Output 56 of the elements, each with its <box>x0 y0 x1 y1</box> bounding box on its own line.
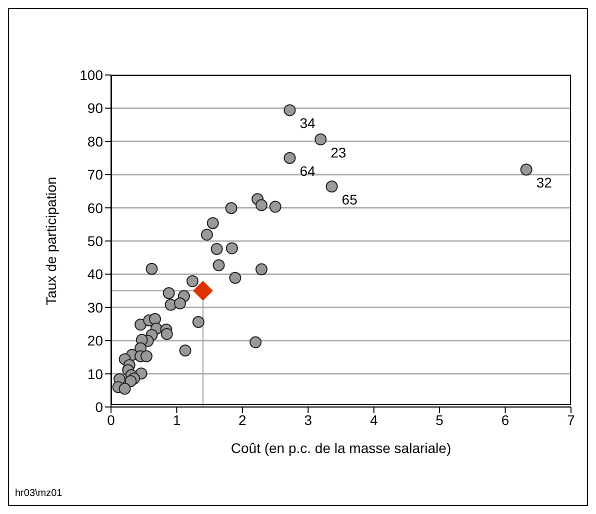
x-tick-label: 7 <box>567 412 576 428</box>
y-tick-label: 20 <box>87 332 104 349</box>
y-tick-label: 100 <box>80 66 104 83</box>
x-axis-title: Coût (en p.c. de la masse salariale) <box>230 440 452 456</box>
point <box>520 164 532 176</box>
annotation: 32 <box>536 174 552 191</box>
x-tick-label: 4 <box>370 412 378 428</box>
point <box>193 280 213 301</box>
point <box>284 104 296 116</box>
y-tick-label: 80 <box>87 133 104 150</box>
x-tick-label: 1 <box>172 412 181 428</box>
point <box>225 202 238 214</box>
point <box>134 318 147 331</box>
annotation: 23 <box>330 144 346 160</box>
text: hr03\mz01 <box>15 488 62 499</box>
point <box>212 259 225 272</box>
x-tick-label: 2 <box>238 412 247 428</box>
point <box>140 350 152 362</box>
annotation: 64 <box>300 163 316 179</box>
point <box>210 242 223 255</box>
point <box>314 133 327 146</box>
x-tick-label: 5 <box>436 412 444 428</box>
y-tick-label: 0 <box>95 398 104 415</box>
point <box>200 228 213 241</box>
y-tick-label: 60 <box>87 200 104 216</box>
y-tick-label: 90 <box>87 100 104 116</box>
y-tick-label: 10 <box>87 366 104 382</box>
x-tick-label: 0 <box>107 412 116 428</box>
x-tick-label: 6 <box>501 412 510 428</box>
point <box>124 375 137 388</box>
point <box>226 242 238 254</box>
y-tick-label: 70 <box>87 166 104 183</box>
point <box>229 272 242 284</box>
annotation: 34 <box>300 115 316 132</box>
point <box>326 180 338 193</box>
point <box>269 200 282 213</box>
point <box>186 275 198 288</box>
point <box>118 382 131 395</box>
point <box>284 152 296 164</box>
point <box>179 344 192 357</box>
point <box>255 263 268 276</box>
y-tick-label: 50 <box>87 232 104 249</box>
point <box>174 297 186 310</box>
annotation: 65 <box>342 192 358 208</box>
point <box>206 217 219 230</box>
point <box>146 262 158 275</box>
x-tick-label: 3 <box>304 412 312 428</box>
y-tick-label: 30 <box>87 299 104 316</box>
point <box>192 316 204 328</box>
point <box>255 199 268 212</box>
point <box>149 313 162 326</box>
point <box>160 328 173 340</box>
y-axis-title: Taux de participation <box>42 176 59 306</box>
point <box>250 336 262 348</box>
point <box>162 287 175 300</box>
y-tick-label: 40 <box>87 266 104 282</box>
